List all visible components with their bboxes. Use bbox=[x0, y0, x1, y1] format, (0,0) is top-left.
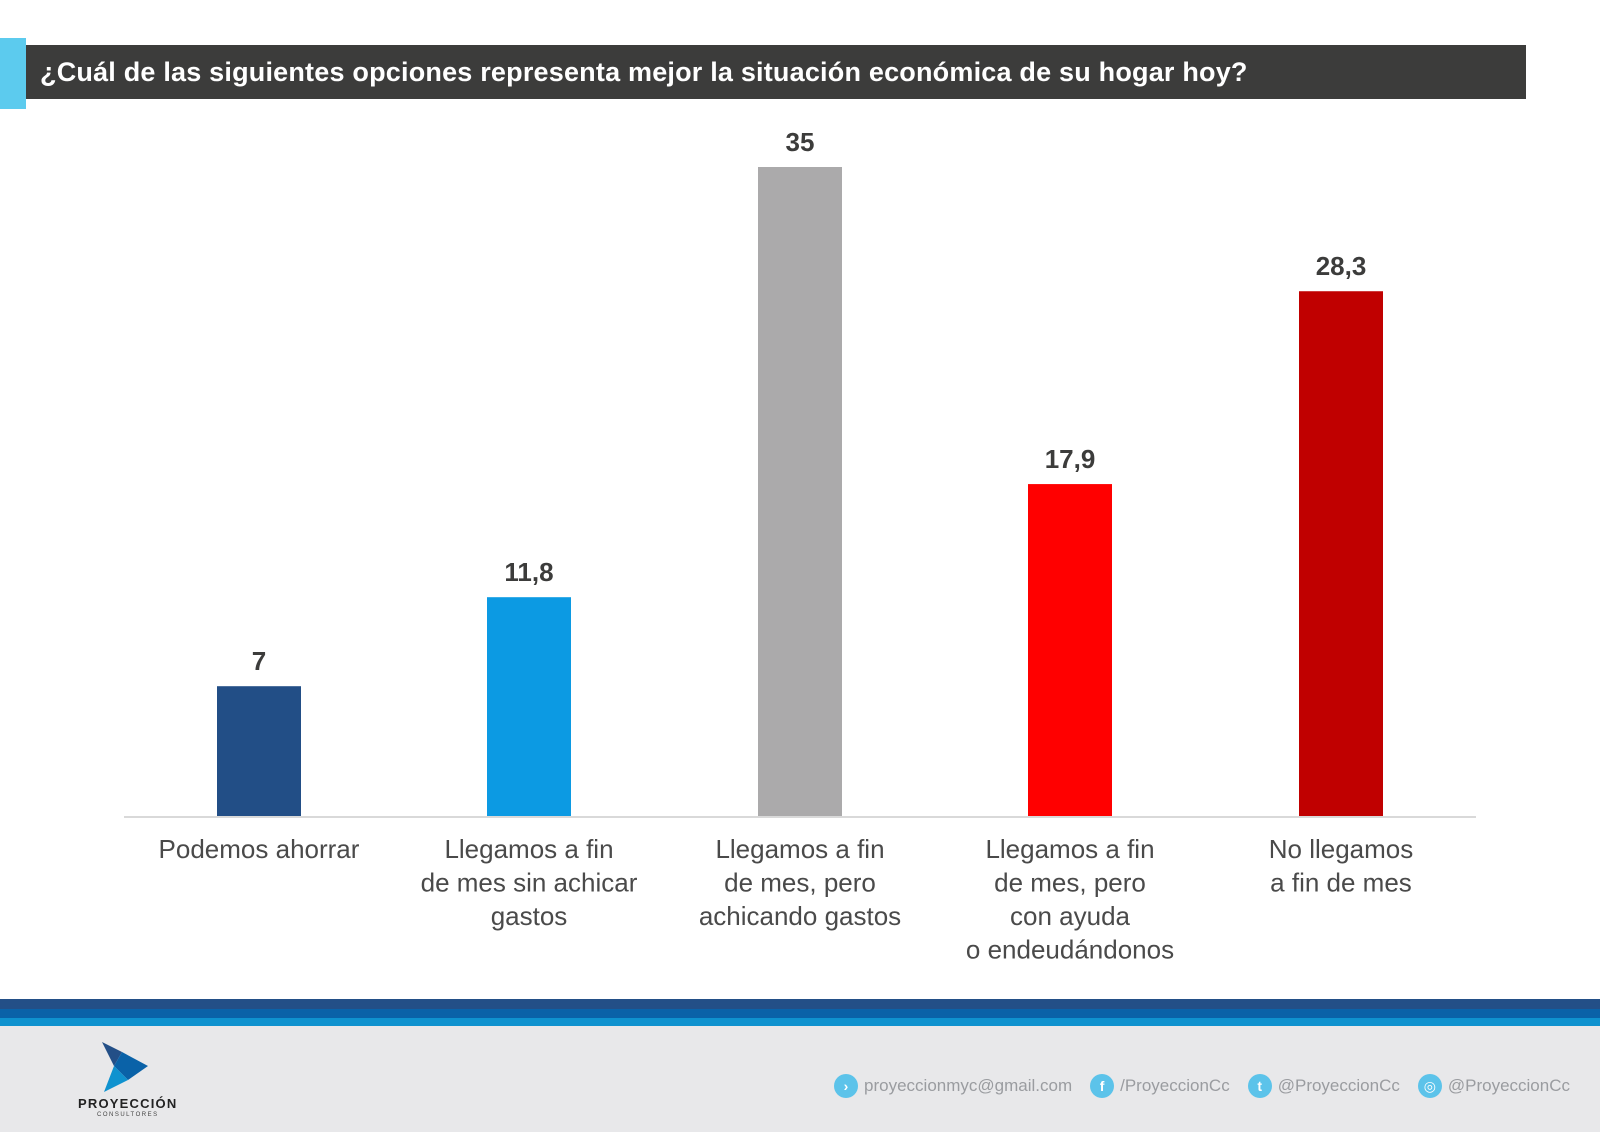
category-label-3: Llegamos a fin de mes, pero achicando gast… bbox=[699, 834, 901, 931]
footer-stripe-light bbox=[0, 1018, 1600, 1026]
logo-sub-text: CONSULTORES bbox=[97, 1112, 159, 1118]
category-label-line: Llegamos a fin bbox=[985, 834, 1154, 864]
bar-5 bbox=[1299, 291, 1383, 816]
bar-2 bbox=[487, 597, 571, 816]
value-label-3: 35 bbox=[786, 127, 815, 157]
logo-arrow-icon bbox=[102, 1042, 148, 1092]
bar-4 bbox=[1028, 484, 1112, 816]
value-label-5: 28,3 bbox=[1316, 251, 1367, 281]
footer-stripe-mid bbox=[0, 1009, 1600, 1018]
footer-stripe-dark bbox=[0, 999, 1600, 1009]
category-label-line: Llegamos a fin bbox=[715, 834, 884, 864]
category-label-line: con ayuda bbox=[1010, 901, 1131, 931]
contact-twitter[interactable]: t @ProyeccionCc bbox=[1247, 1074, 1400, 1098]
footer bbox=[0, 1026, 1600, 1132]
category-label-line: No llegamos bbox=[1269, 834, 1414, 864]
contact-list: › proyeccionmyc@gmail.com f /ProyeccionC… bbox=[834, 1074, 1570, 1098]
value-label-4: 17,9 bbox=[1045, 444, 1096, 474]
category-label-4: Llegamos a fin de mes, pero con ayuda o end… bbox=[966, 834, 1174, 965]
instagram-icon: ◎ bbox=[1417, 1074, 1442, 1098]
category-label-line: gastos bbox=[491, 901, 568, 931]
value-label-2: 11,8 bbox=[504, 557, 553, 587]
category-label-line: Llegamos a fin bbox=[444, 834, 613, 864]
category-label-line: o endeudándonos bbox=[966, 935, 1174, 965]
contact-facebook[interactable]: f /ProyeccionCc bbox=[1090, 1074, 1230, 1098]
category-label-line: a fin de mes bbox=[1270, 868, 1412, 898]
contact-facebook-text[interactable]: /ProyeccionCc bbox=[1120, 1076, 1230, 1095]
bar-1 bbox=[217, 686, 301, 816]
contact-twitter-text[interactable]: @ProyeccionCc bbox=[1277, 1076, 1400, 1095]
twitter-icon: t bbox=[1247, 1074, 1272, 1098]
category-label-line: achicando gastos bbox=[699, 901, 901, 931]
category-label-1: Podemos ahorrar bbox=[159, 834, 360, 864]
category-label-line: de mes, pero bbox=[724, 868, 876, 898]
chart-title: ¿Cuál de las siguientes opciones represe… bbox=[40, 56, 1248, 87]
contact-email[interactable]: › proyeccionmyc@gmail.com bbox=[834, 1074, 1072, 1098]
value-label-1: 7 bbox=[252, 646, 266, 676]
title-bar: ¿Cuál de las siguientes opciones represe… bbox=[26, 45, 1526, 99]
logo-brand-text: PROYECCIÓN bbox=[78, 1096, 178, 1111]
facebook-icon: f bbox=[1090, 1074, 1115, 1098]
category-label-5: No llegamos a fin de mes bbox=[1269, 834, 1414, 898]
contact-email-text[interactable]: proyeccionmyc@gmail.com bbox=[864, 1076, 1073, 1095]
company-logo: PROYECCIÓN CONSULTORES bbox=[70, 1040, 190, 1125]
category-label-line: de mes sin achicar bbox=[421, 868, 638, 898]
arrow-right-icon: › bbox=[834, 1074, 859, 1098]
contact-instagram-text[interactable]: @ProyeccionCc bbox=[1447, 1076, 1570, 1095]
contact-instagram[interactable]: ◎ @ProyeccionCc bbox=[1417, 1074, 1570, 1098]
category-label-line: Podemos ahorrar bbox=[159, 834, 360, 864]
category-label-2: Llegamos a fin de mes sin achicar gastos bbox=[421, 834, 638, 931]
category-label-line: de mes, pero bbox=[994, 868, 1146, 898]
bar-3 bbox=[758, 167, 842, 816]
title-accent-block bbox=[0, 38, 26, 109]
bar-chart: 7 Podemos ahorrar 11,8 Llegamos a fin de mes… bbox=[124, 127, 1476, 965]
